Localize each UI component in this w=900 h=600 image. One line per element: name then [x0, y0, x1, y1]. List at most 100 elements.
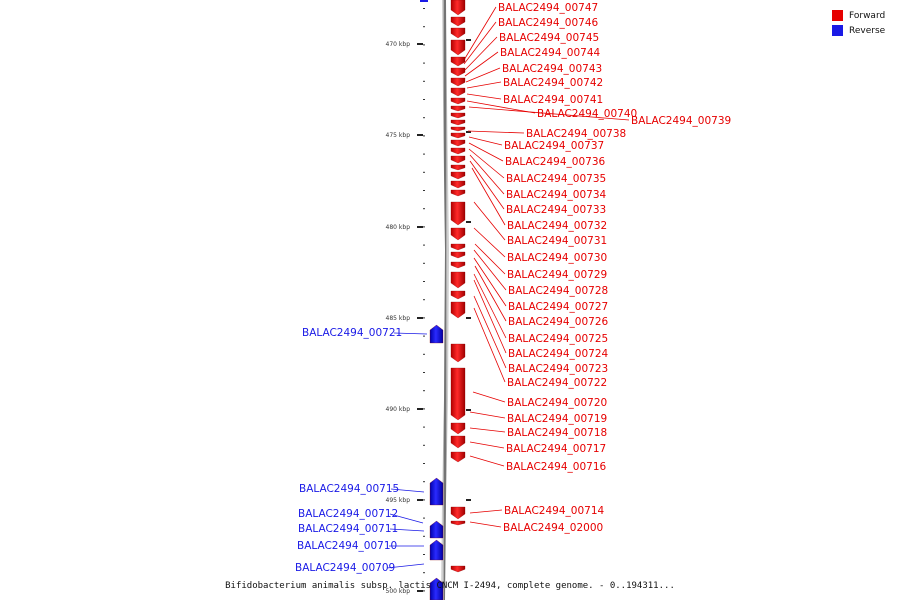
gene-label-balac2494-00725[interactable]: BALAC2494_00725 — [508, 333, 608, 345]
reverse-gene-feature[interactable] — [420, 0, 428, 2]
reverse-gene-feature[interactable] — [429, 577, 444, 600]
gene-label-balac2494-00721[interactable]: BALAC2494_00721 — [302, 327, 402, 339]
forward-gene-feature[interactable] — [450, 422, 466, 435]
gene-label-balac2494-00736[interactable]: BALAC2494_00736 — [505, 156, 606, 168]
forward-gene-feature[interactable] — [450, 367, 466, 421]
gene-label-balac2494-00729[interactable]: BALAC2494_00729 — [507, 269, 607, 281]
leader-balac2494-00712 — [389, 513, 424, 524]
reverse-gene-feature[interactable] — [429, 477, 444, 506]
forward-gene-feature[interactable] — [450, 271, 466, 289]
forward-gene-feature[interactable] — [450, 201, 466, 226]
reverse-gene-feature[interactable] — [429, 324, 444, 344]
forward-gene-feature[interactable] — [450, 261, 466, 269]
gene-label-balac2494-00744[interactable]: BALAC2494_00744 — [500, 47, 601, 59]
forward-gene-feature[interactable] — [450, 243, 466, 251]
forward-gene-feature[interactable] — [450, 520, 466, 526]
scale-ruler: 470 kbp 475 kbp 480 kbp 485 kbp 490 kbp 495 k… — [386, 8, 471, 595]
scale-minor-tick — [423, 44, 425, 46]
forward-gene-feature[interactable] — [450, 147, 466, 155]
gene-label-balac2494-00712[interactable]: BALAC2494_00712 — [298, 508, 398, 520]
forward-gene-feature[interactable] — [450, 565, 466, 573]
legend-forward-label: Forward — [849, 10, 886, 21]
gene-label-balac2494-00719[interactable]: BALAC2494_00719 — [507, 413, 607, 425]
gene-label-balac2494-00709[interactable]: BALAC2494_00709 — [295, 562, 395, 574]
forward-gene-feature[interactable] — [450, 77, 466, 87]
gene-label-balac2494-00726[interactable]: BALAC2494_00726 — [508, 316, 609, 328]
forward-gene-feature[interactable] — [450, 451, 466, 463]
reverse-gene-feature[interactable] — [429, 520, 444, 539]
leader-balac2494-00719 — [469, 411, 506, 419]
forward-gene-feature[interactable] — [450, 189, 466, 197]
forward-gene-feature[interactable] — [450, 506, 466, 520]
forward-gene-feature[interactable] — [450, 0, 466, 16]
forward-gene-feature[interactable] — [450, 87, 466, 97]
gene-label-balac2494-00743[interactable]: BALAC2494_00743 — [502, 63, 602, 75]
forward-gene-feature[interactable] — [450, 126, 466, 132]
scale-minor-tick — [423, 8, 425, 9]
scale-minor-tick — [423, 190, 425, 191]
gene-label-balac2494-00747[interactable]: BALAC2494_00747 — [498, 2, 598, 14]
gene-label-balac2494-00737[interactable]: BALAC2494_00737 — [504, 140, 604, 152]
forward-gene-feature[interactable] — [450, 290, 466, 300]
forward-gene-feature[interactable] — [450, 301, 466, 319]
gene-label-balac2494-00718[interactable]: BALAC2494_00718 — [507, 427, 607, 439]
gene-label-balac2494-00731[interactable]: BALAC2494_00731 — [507, 235, 607, 247]
scale-minor-tick — [423, 390, 425, 392]
gene-label-balac2494-00710[interactable]: BALAC2494_00710 — [297, 540, 397, 552]
gene-label-balac2494-00722[interactable]: BALAC2494_00722 — [507, 377, 607, 389]
forward-gene-feature[interactable] — [450, 119, 466, 126]
forward-gene-feature[interactable] — [450, 39, 466, 56]
forward-gene-feature[interactable] — [450, 56, 466, 67]
feature-tick — [466, 409, 471, 411]
gene-label-balac2494-00727[interactable]: BALAC2494_00727 — [508, 301, 608, 313]
gene-label-balac2494-00723[interactable]: BALAC2494_00723 — [508, 363, 608, 375]
forward-gene-feature[interactable] — [450, 251, 466, 259]
gene-label-balac2494-00738[interactable]: BALAC2494_00738 — [526, 128, 626, 140]
gene-label-balac2494-00742[interactable]: BALAC2494_00742 — [503, 77, 603, 89]
forward-gene-feature[interactable] — [450, 97, 466, 105]
gene-label-balac2494-00715[interactable]: BALAC2494_00715 — [299, 483, 399, 495]
leader-balac2494-00740 — [466, 100, 536, 114]
forward-gene-feature[interactable] — [450, 105, 466, 112]
gene-label-balac2494-00739[interactable]: BALAC2494_00739 — [631, 115, 731, 127]
forward-gene-feature[interactable] — [450, 180, 466, 189]
forward-gene-feature[interactable] — [450, 435, 466, 449]
gene-label-balac2494-00746[interactable]: BALAC2494_00746 — [498, 17, 599, 29]
gene-label-balac2494-00728[interactable]: BALAC2494_00728 — [508, 285, 608, 297]
gene-label-balac2494-00714[interactable]: BALAC2494_00714 — [504, 505, 605, 517]
gene-label-balac2494-00730[interactable]: BALAC2494_00730 — [507, 252, 607, 264]
gene-label-balac2494-00733[interactable]: BALAC2494_00733 — [506, 204, 606, 216]
gene-label-balac2494-00720[interactable]: BALAC2494_00720 — [507, 397, 607, 409]
scale-minor-tick — [423, 481, 425, 483]
forward-gene-feature[interactable] — [450, 16, 466, 27]
forward-gene-feature[interactable] — [450, 171, 466, 180]
forward-gene-feature[interactable] — [450, 67, 466, 77]
gene-label-balac2494-00735[interactable]: BALAC2494_00735 — [506, 173, 606, 185]
gene-label-balac2494-00724[interactable]: BALAC2494_00724 — [508, 348, 609, 360]
gene-label-balac2494-00745[interactable]: BALAC2494_00745 — [499, 32, 599, 44]
gene-label-balac2494-00734[interactable]: BALAC2494_00734 — [506, 189, 607, 201]
scale-minor-tick — [423, 353, 425, 355]
forward-gene-feature[interactable] — [450, 227, 466, 241]
forward-gene-feature[interactable] — [450, 132, 466, 139]
scale-minor-tick — [423, 135, 425, 137]
genome-axis — [441, 0, 450, 600]
gene-label-balac2494-00741[interactable]: BALAC2494_00741 — [503, 94, 603, 106]
leader-balac2494-00736 — [468, 142, 504, 162]
forward-gene-feature[interactable] — [450, 139, 466, 147]
forward-gene-feature[interactable] — [450, 112, 466, 119]
forward-gene-feature[interactable] — [450, 27, 466, 39]
gene-label-balac2494-00711[interactable]: BALAC2494_00711 — [298, 523, 398, 535]
gene-label-balac2494-00732[interactable]: BALAC2494_00732 — [507, 220, 607, 232]
gene-label-balac2494-00740[interactable]: BALAC2494_00740 — [537, 108, 637, 120]
scale-label: 490 kbp — [386, 406, 411, 413]
strand-legend: Forward Reverse — [832, 8, 892, 38]
forward-gene-feature[interactable] — [450, 164, 466, 171]
forward-gene-feature[interactable] — [450, 343, 466, 363]
gene-label-balac2494-00716[interactable]: BALAC2494_00716 — [506, 461, 607, 473]
reverse-gene-feature[interactable] — [429, 539, 444, 561]
gene-label-balac2494-02000[interactable]: BALAC2494_02000 — [503, 522, 603, 534]
leader-balac2494-00723 — [473, 295, 507, 369]
gene-label-balac2494-00717[interactable]: BALAC2494_00717 — [506, 443, 606, 455]
forward-gene-feature[interactable] — [450, 155, 466, 164]
